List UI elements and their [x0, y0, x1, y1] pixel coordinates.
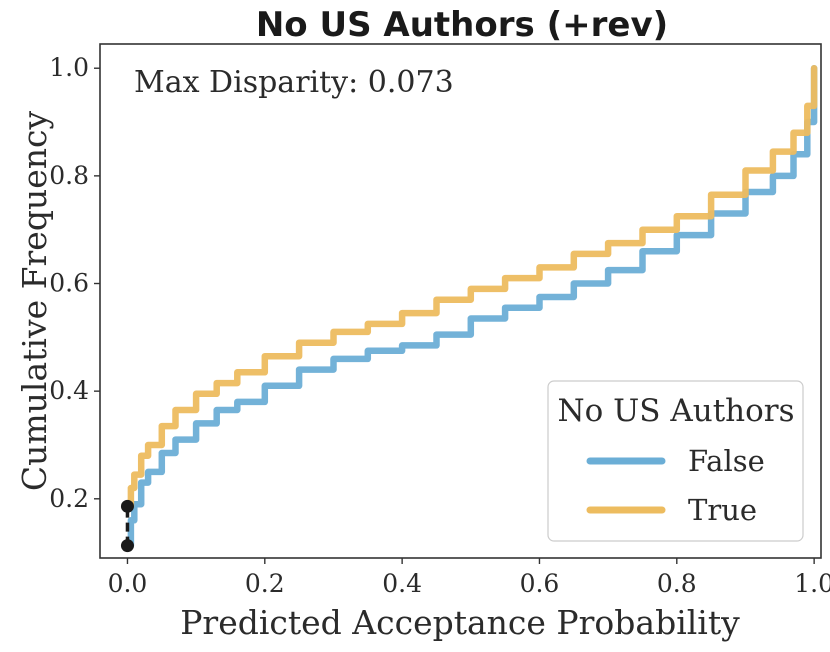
series-layer: [124, 64, 818, 549]
x-axis-label: Predicted Acceptance Probability: [180, 603, 740, 642]
y-tick-label: 0.2: [49, 484, 89, 513]
x-axis-ticks: 0.0 0.2 0.4 0.6 0.8 1.0: [108, 558, 830, 598]
chart-title: No US Authors (+rev): [256, 5, 668, 45]
x-tick-label: 0.8: [657, 569, 697, 598]
x-tick-label: 0.4: [382, 569, 422, 598]
legend-title: No US Authors: [557, 393, 794, 429]
y-tick-label: 0.4: [49, 376, 89, 405]
y-tick-label: 1.0: [49, 53, 89, 82]
disparity-point-high: [120, 499, 134, 513]
y-axis-ticks: 0.2 0.4 0.6 0.8 1.0: [49, 53, 100, 513]
series-line-true: [124, 64, 818, 510]
disparity-point-low: [120, 539, 134, 553]
disparity-marker: [120, 499, 134, 553]
legend-label-true: True: [688, 493, 757, 527]
legend: No US Authors False True: [547, 380, 804, 542]
x-tick-label: 0.0: [108, 569, 148, 598]
x-tick-label: 0.2: [245, 569, 285, 598]
series-line-false: [124, 64, 818, 549]
y-axis-label: Cumulative Frequency: [15, 111, 54, 492]
x-tick-label: 0.6: [520, 569, 560, 598]
legend-box: [547, 380, 804, 542]
y-tick-label: 0.6: [49, 269, 89, 298]
legend-label-false: False: [688, 444, 765, 478]
plot-frame: [99, 43, 822, 559]
y-tick-label: 0.8: [49, 161, 89, 190]
x-tick-label: 1.0: [794, 569, 830, 598]
max-disparity-annotation: Max Disparity: 0.073: [134, 65, 454, 100]
